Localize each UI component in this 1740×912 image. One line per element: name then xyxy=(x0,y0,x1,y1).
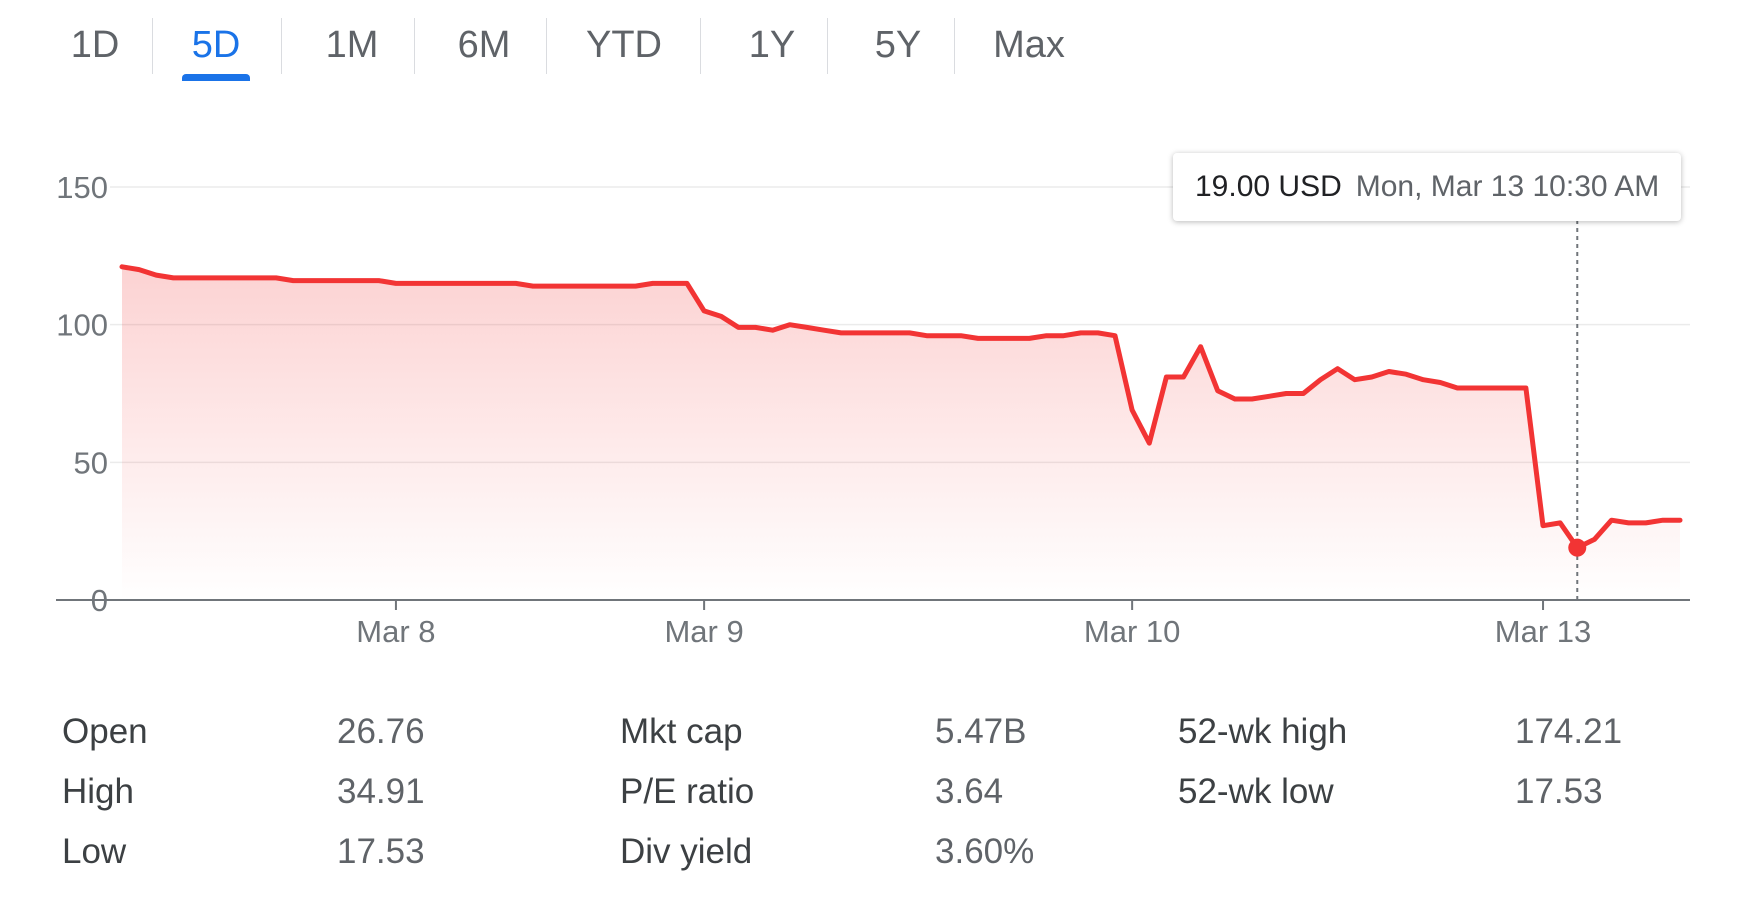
tab-1m[interactable]: 1M xyxy=(325,24,379,66)
stat-label-mkt-cap: Mkt cap xyxy=(620,712,743,751)
price-tooltip: 19.00 USD Mon, Mar 13 10:30 AM xyxy=(1173,153,1681,221)
tab-divider xyxy=(954,18,955,74)
key-stats: Open 26.76 High 34.91 Low 17.53 Mkt cap … xyxy=(0,700,1740,900)
tab-1y[interactable]: 1Y xyxy=(748,24,796,66)
y-tick-label: 100 xyxy=(56,308,108,343)
stat-value-high: 34.91 xyxy=(337,772,425,811)
highlight-point xyxy=(1568,538,1587,557)
active-tab-indicator xyxy=(182,74,250,81)
tab-divider xyxy=(700,18,701,74)
stat-value-low: 17.53 xyxy=(337,832,425,871)
y-tick-label: 150 xyxy=(56,170,108,205)
tab-5d[interactable]: 5D xyxy=(191,24,241,66)
stat-value-52wk-high: 174.21 xyxy=(1515,712,1623,751)
x-tick-label: Mar 13 xyxy=(1495,614,1591,649)
tab-divider xyxy=(546,18,547,74)
tooltip-price: 19.00 USD xyxy=(1195,170,1342,203)
tab-max[interactable]: Max xyxy=(993,24,1065,66)
tab-divider xyxy=(152,18,153,74)
range-tabs: 1D 5D 1M 6M YTD 1Y 5Y Max xyxy=(0,0,1740,90)
tab-divider xyxy=(414,18,415,74)
stat-label-low: Low xyxy=(62,832,127,871)
tab-divider xyxy=(827,18,828,74)
stat-value-open: 26.76 xyxy=(337,712,425,751)
tab-6m[interactable]: 6M xyxy=(457,24,511,66)
stat-label-open: Open xyxy=(62,712,148,751)
stat-value-div-yield: 3.60% xyxy=(935,832,1035,871)
stat-label-52wk-high: 52-wk high xyxy=(1178,712,1348,751)
x-tick-label: Mar 9 xyxy=(664,614,743,649)
x-tick-label: Mar 10 xyxy=(1084,614,1180,649)
stat-label-pe-ratio: P/E ratio xyxy=(620,772,755,811)
stat-label-52wk-low: 52-wk low xyxy=(1178,772,1334,811)
x-axis: Mar 8 Mar 9 Mar 10 Mar 13 xyxy=(356,600,1591,649)
tab-divider xyxy=(281,18,282,74)
price-line xyxy=(119,264,1683,551)
tab-ytd[interactable]: YTD xyxy=(586,24,662,66)
stat-value-pe-ratio: 3.64 xyxy=(935,772,1004,811)
stat-label-div-yield: Div yield xyxy=(620,832,753,871)
y-tick-label: 50 xyxy=(74,445,108,480)
stat-value-mkt-cap: 5.47B xyxy=(935,712,1027,751)
stat-label-high: High xyxy=(62,772,134,811)
stat-value-52wk-low: 17.53 xyxy=(1515,772,1603,811)
x-tick-label: Mar 8 xyxy=(356,614,435,649)
price-area-fill xyxy=(122,266,1680,600)
tab-5y[interactable]: 5Y xyxy=(874,24,922,66)
tooltip-time: Mon, Mar 13 10:30 AM xyxy=(1355,170,1660,203)
tab-1d[interactable]: 1D xyxy=(70,24,120,66)
